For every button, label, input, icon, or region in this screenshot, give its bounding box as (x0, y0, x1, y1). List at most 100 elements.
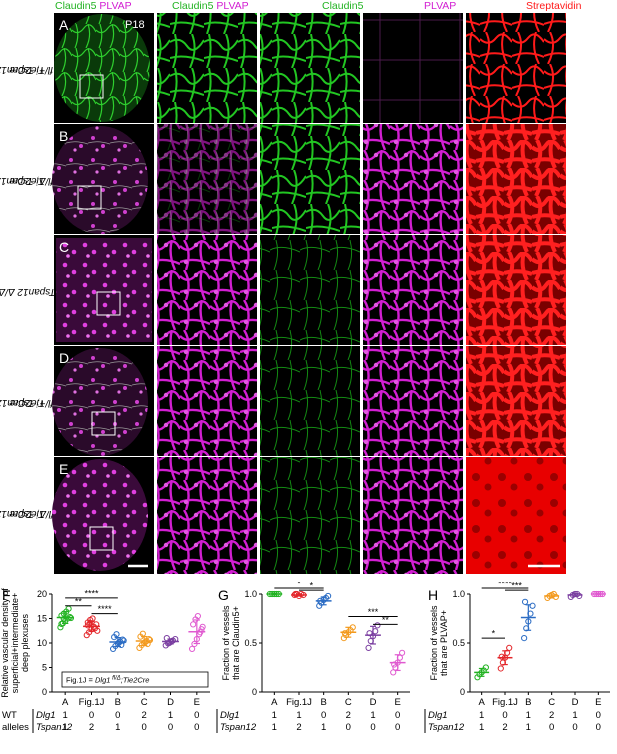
data-point (199, 623, 206, 630)
y-tick-label: 0 (252, 687, 257, 697)
table-cell-dlg1: 1 (63, 710, 68, 721)
table-cell-dlg1: 0 (395, 710, 400, 721)
x-tick-label: C (345, 697, 352, 708)
table-cell-tspan12: 0 (370, 722, 375, 733)
table-cell-tspan12: 0 (142, 722, 147, 733)
header-plvap-text: PLVAP (216, 0, 249, 12)
x-tick-label: D (370, 697, 377, 708)
x-tick-label: E (394, 697, 400, 708)
table-gene-dlg1: Dlg1 (428, 710, 448, 721)
data-point (498, 653, 505, 660)
panel-e-claudin5 (260, 457, 360, 574)
header-claudin5-text: Claudin5 (172, 0, 214, 12)
panel-letter-b: B (59, 128, 68, 144)
significance-label: ** (382, 615, 390, 625)
data-point (113, 631, 120, 638)
data-point (94, 627, 101, 634)
panel-c-streptavidin (466, 235, 566, 345)
panel-c-merge (157, 235, 257, 345)
x-tick-label: Fig.1J (286, 697, 312, 708)
significance-label: **** (98, 604, 113, 614)
retina-d-image (52, 348, 148, 456)
data-point (188, 645, 196, 652)
x-tick-label: E (595, 697, 601, 708)
data-point (365, 644, 372, 652)
data-point (521, 635, 528, 642)
table-cell-dlg1: 0 (115, 710, 120, 721)
table-cell-tspan12: 2 (296, 722, 301, 733)
panel-d-claudin5 (260, 346, 360, 456)
x-tick-label: C (548, 697, 555, 708)
row-b (52, 124, 566, 234)
retina-c-image (56, 238, 152, 342)
panel-letter-a: A (59, 17, 69, 33)
table-gene-dlg1: Dlg1 (36, 710, 56, 721)
retina-b-image (52, 126, 148, 234)
data-point (194, 612, 201, 620)
retina-e-image (52, 459, 148, 571)
table-cell-dlg1: 0 (596, 710, 601, 721)
age-label: P18 (125, 19, 145, 31)
panel-b-streptavidin (466, 124, 566, 234)
y-tick-label: 20 (37, 589, 47, 599)
panel-letter-f: F (2, 587, 11, 603)
table-cell-dlg1: 1 (168, 710, 173, 721)
significance-label: **** (84, 588, 99, 598)
y-tick-label: 0.5 (244, 638, 257, 648)
panel-d-plvap (363, 346, 463, 456)
x-tick-label: B (320, 697, 326, 708)
panel-b-merge-overlay (157, 124, 257, 234)
x-tick-label: A (478, 697, 485, 708)
significance-label: *** (511, 582, 522, 591)
data-point (120, 637, 127, 644)
table-gene-tspan12: Tspan12 (36, 722, 73, 733)
row-c (54, 235, 566, 345)
significance-label: * (310, 582, 314, 591)
y-tick-label: 0.5 (452, 638, 465, 648)
table-cell-tspan12: 0 (572, 722, 577, 733)
table-cell-tspan12: 0 (168, 722, 173, 733)
panel-b-claudin5 (260, 124, 360, 234)
y-tick-label: 0 (460, 687, 465, 697)
x-tick-label: A (62, 697, 69, 708)
table-cell-tspan12: 0 (395, 722, 400, 733)
panel-d-merge (157, 346, 257, 456)
note-text: Fig.1J = Dlg1 fl/Δ;Tie2Cre (66, 676, 149, 685)
panel-e-streptavidin (466, 457, 566, 574)
panel-letter-d: D (59, 350, 69, 366)
table-gene-tspan12: Tspan12 (428, 722, 465, 733)
row-e (52, 457, 566, 574)
data-point (146, 636, 154, 644)
y-axis-label: Relative vascular density ofsuperficial+… (0, 588, 30, 698)
panel-e-plvap (363, 457, 463, 574)
panel-letter-e: E (59, 461, 68, 477)
panel-c-plvap (363, 235, 463, 345)
retina-b-inset-box (77, 185, 102, 210)
table-wt-label: WT (2, 710, 17, 721)
significance-label: * (492, 629, 496, 639)
header-claudin5-text: Claudin5 (55, 0, 97, 12)
data-point (190, 621, 197, 628)
table-cell-dlg1: 1 (272, 710, 277, 721)
panel-letter-g: G (218, 587, 229, 603)
table-cell-tspan12: 0 (549, 722, 554, 733)
x-tick-label: D (572, 697, 579, 708)
y-tick-label: 0 (42, 687, 47, 697)
data-point (521, 598, 529, 605)
note-box (61, 671, 209, 688)
header-streptavidin: Streptavidin (526, 0, 582, 12)
panel-a-streptavidin (466, 13, 566, 123)
retina-e-inset-box (89, 526, 114, 551)
table-cell-tspan12: 1 (115, 722, 120, 733)
table-cell-dlg1: 0 (194, 710, 199, 721)
x-tick-label: B (525, 697, 531, 708)
retina-a-inset-box (79, 74, 104, 99)
data-point (497, 665, 504, 672)
table-cell-dlg1: 2 (549, 710, 554, 721)
table-cell-dlg1: 1 (370, 710, 375, 721)
row-d (52, 346, 566, 456)
panel-letter-c: C (59, 239, 69, 255)
retina-a-image (54, 14, 150, 122)
